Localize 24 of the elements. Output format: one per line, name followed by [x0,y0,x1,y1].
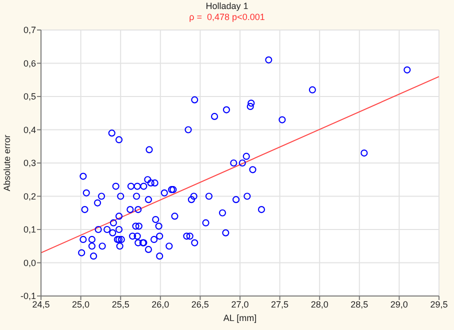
x-tick-label: 28,0 [310,299,328,310]
y-tick-label: -0,1 [20,291,36,302]
y-tick-label: 0,0 [23,258,36,268]
x-tick-label: 27,0 [231,299,249,310]
y-tick-label: 0,7 [23,25,36,36]
x-tick-label: 29,5 [430,299,448,310]
y-tick-label: 0,5 [23,92,36,102]
x-axis-title: AL [mm] [223,313,257,323]
x-tick-label: 29,0 [390,299,408,310]
x-tick-label: 26,5 [191,299,209,310]
y-tick-label: 0,4 [23,124,36,135]
y-tick-label: 0,1 [23,224,36,235]
x-tick-label: 27,5 [271,299,289,310]
y-tick-label: 0,3 [23,158,36,168]
y-tick-label: 0,6 [23,58,36,68]
x-tick-label: 26,0 [152,299,170,310]
y-axis-title: Absolute error [2,134,12,192]
x-tick-label: 25,0 [72,299,90,310]
chart-subtitle: ρ = 0,478 p<0.001 [188,12,266,22]
y-tick-label: 0,2 [23,191,36,202]
x-tick-label: 25,5 [112,299,130,310]
x-tick-label: 24,5 [32,299,50,310]
x-tick-label: 28,5 [350,299,368,310]
chart-title: Holladay 1 [204,1,250,11]
